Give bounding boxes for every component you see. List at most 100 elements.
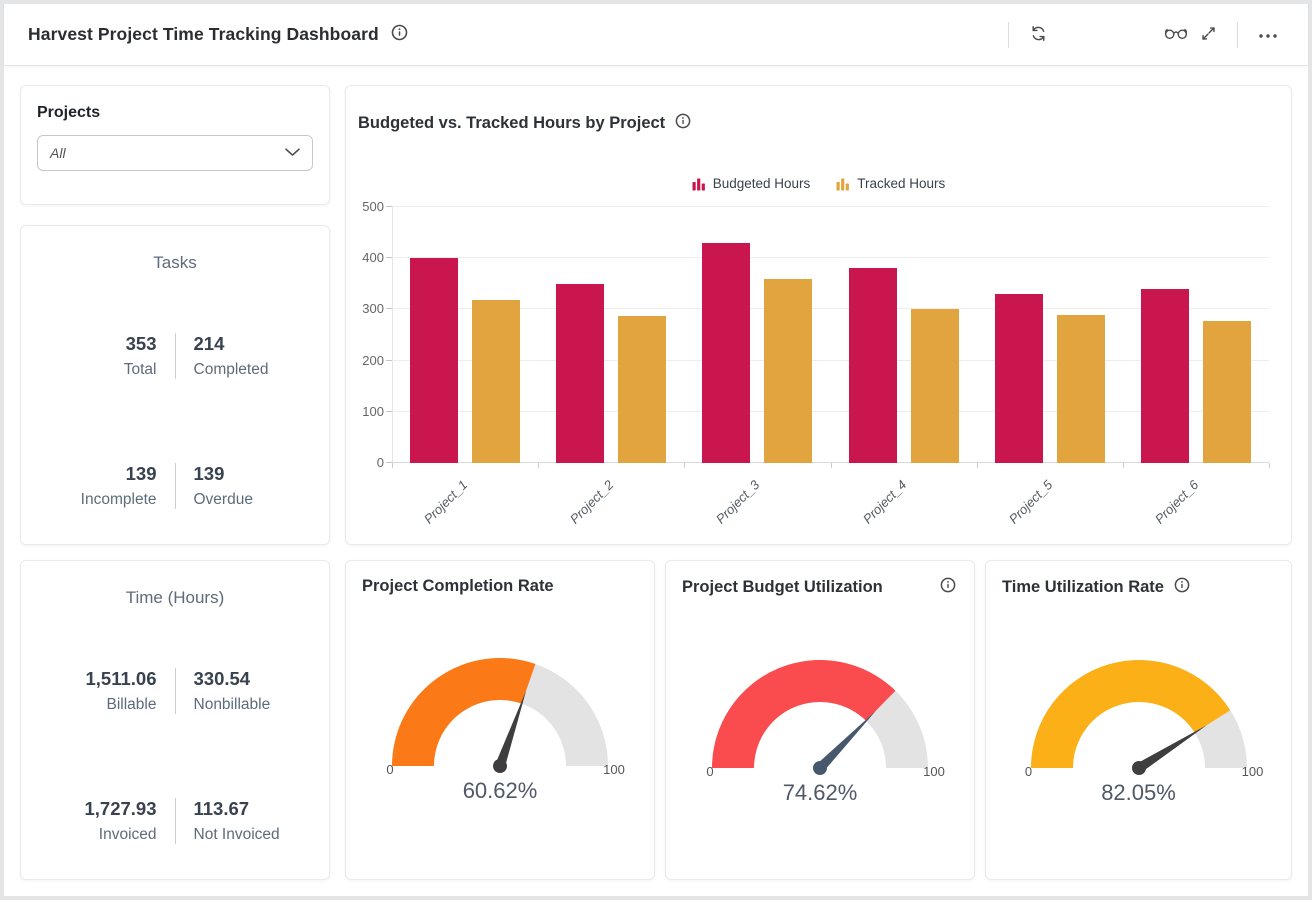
- header: Harvest Project Time Tracking Dashboard: [4, 4, 1308, 66]
- x-axis-tick: [1269, 463, 1270, 468]
- legend-item-tracked-hours[interactable]: Tracked Hours: [836, 176, 945, 191]
- gauge-title: Project Budget Utilization: [682, 578, 883, 596]
- divider: [174, 333, 176, 379]
- bar-group: [977, 207, 1123, 463]
- y-axis-label: 100: [362, 403, 384, 419]
- projects-select-value: All: [50, 145, 66, 161]
- x-axis-label: Project_5: [1005, 477, 1056, 527]
- divider: [174, 668, 176, 714]
- expand-button[interactable]: [1194, 19, 1223, 51]
- gauge-arc: [1030, 659, 1247, 775]
- gridline: [392, 257, 1269, 259]
- divider: [174, 463, 176, 509]
- y-axis-label: 500: [362, 199, 384, 214]
- time-gauge: 0 100 82.05%: [1011, 642, 1267, 818]
- divider: [1008, 21, 1009, 48]
- dashboard-page: Harvest Project Time Tracking Dashboard: [4, 4, 1308, 896]
- info-icon[interactable]: [675, 113, 691, 134]
- y-axis-label: 200: [362, 352, 384, 368]
- gauge-title: Project Completion Rate: [362, 577, 554, 595]
- bar-tracked[interactable]: [1056, 314, 1105, 463]
- gridline: [392, 462, 1269, 463]
- gauge-arc: [392, 658, 608, 773]
- chevron-down-icon: [285, 144, 300, 162]
- tasks-stats: 353 Total 214 Completed 139 Incomplete 1…: [21, 333, 329, 509]
- time-utilization-rate-card: Time Utilization Rate 0 100 82.05%: [985, 560, 1292, 880]
- glasses-icon: [1164, 26, 1188, 43]
- gauge-min-label: 0: [706, 764, 714, 779]
- y-axis-label: 400: [362, 250, 384, 266]
- gauge-max-label: 100: [1241, 764, 1264, 779]
- tasks-card: Tasks 353 Total 214 Completed 139 Incomp…: [20, 225, 330, 545]
- page-title: Harvest Project Time Tracking Dashboard: [28, 24, 379, 44]
- y-axis-tick: [386, 206, 392, 207]
- budget-gauge: 0 100 74.62%: [692, 642, 948, 818]
- y-axis-tick: [386, 308, 392, 310]
- stat-billable: 1,511.06 Billable: [85, 668, 157, 713]
- stat-nonbillable: 330.54 Nonbillable: [193, 668, 271, 713]
- bar-group: [831, 207, 977, 463]
- y-axis-label: 0: [376, 455, 384, 470]
- bar-budgeted[interactable]: [848, 268, 897, 463]
- gauge-arc: [712, 660, 928, 775]
- x-axis-tick: [684, 463, 686, 468]
- header-actions: [994, 18, 1284, 52]
- info-icon[interactable]: [1174, 577, 1190, 598]
- divider: [1237, 21, 1238, 48]
- preview-button[interactable]: [1158, 20, 1194, 49]
- stat-invoiced: 1,727.93 Invoiced: [84, 798, 157, 843]
- info-icon[interactable]: [940, 577, 956, 598]
- time-hours-card: Time (Hours) 1,511.06 Billable 330.54 No…: [20, 560, 330, 880]
- x-axis-tick: [538, 463, 540, 468]
- chart-title: Budgeted vs. Tracked Hours by Project: [358, 114, 666, 132]
- bar-budgeted[interactable]: [702, 242, 751, 463]
- bar-chart-card: Budgeted vs. Tracked Hours by Project Bu…: [345, 85, 1292, 545]
- y-axis-tick: [386, 257, 392, 259]
- y-axis-label: 300: [362, 301, 384, 317]
- y-axis-tick: [386, 410, 392, 412]
- gridline: [392, 308, 1269, 310]
- mini-bar-chart-icon: [692, 178, 705, 190]
- legend-item-budgeted-hours[interactable]: Budgeted Hours: [692, 176, 811, 191]
- more-menu-button[interactable]: [1252, 21, 1284, 48]
- bar-tracked[interactable]: [1202, 321, 1251, 463]
- projects-label: Projects: [37, 104, 101, 121]
- bar-group: [538, 207, 684, 463]
- gauge-min-label: 0: [1024, 764, 1033, 779]
- gauge-value: 82.05%: [1101, 780, 1176, 805]
- bar-budgeted[interactable]: [556, 283, 605, 463]
- time-title: Time (Hours): [125, 588, 225, 607]
- bar-budgeted[interactable]: [994, 294, 1043, 463]
- x-axis-label: Project_4: [859, 477, 909, 527]
- legend-label: Tracked Hours: [857, 176, 946, 191]
- projects-filter-card: Projects All: [20, 85, 330, 205]
- expand-icon: [1200, 25, 1217, 45]
- refresh-button[interactable]: [1023, 18, 1054, 52]
- info-icon[interactable]: [391, 24, 408, 46]
- gridline: [392, 206, 1269, 207]
- bar-tracked[interactable]: [764, 278, 813, 463]
- projects-select[interactable]: All: [37, 135, 313, 171]
- bar-tracked[interactable]: [618, 315, 667, 463]
- x-axis-label: Project_6: [1151, 477, 1202, 527]
- chart-legend: Budgeted Hours Tracked Hours: [346, 176, 1291, 191]
- x-axis-tick: [392, 463, 393, 468]
- refresh-icon: [1029, 24, 1048, 46]
- bar-group: [392, 207, 538, 463]
- time-stats: 1,511.06 Billable 330.54 Nonbillable 1,7…: [21, 668, 329, 844]
- bar-tracked[interactable]: [910, 309, 959, 463]
- bar-budgeted[interactable]: [1140, 288, 1189, 463]
- x-axis-label: Project_2: [567, 477, 617, 527]
- project-completion-rate-card: Project Completion Rate 0 100 60.62%: [345, 560, 655, 880]
- gauge-max-label: 100: [923, 764, 945, 779]
- bar-tracked[interactable]: [472, 300, 521, 463]
- gauge-value: 74.62%: [782, 780, 858, 805]
- legend-label: Budgeted Hours: [712, 176, 811, 191]
- x-axis-label: Project_1: [420, 477, 471, 527]
- divider: [174, 798, 176, 844]
- x-axis-label: Project_3: [713, 477, 763, 527]
- gauge-title: Time Utilization Rate: [1002, 578, 1164, 596]
- stat-overdue: 139 Overdue: [193, 463, 253, 508]
- bar-group: [684, 207, 830, 463]
- bar-budgeted[interactable]: [410, 258, 459, 463]
